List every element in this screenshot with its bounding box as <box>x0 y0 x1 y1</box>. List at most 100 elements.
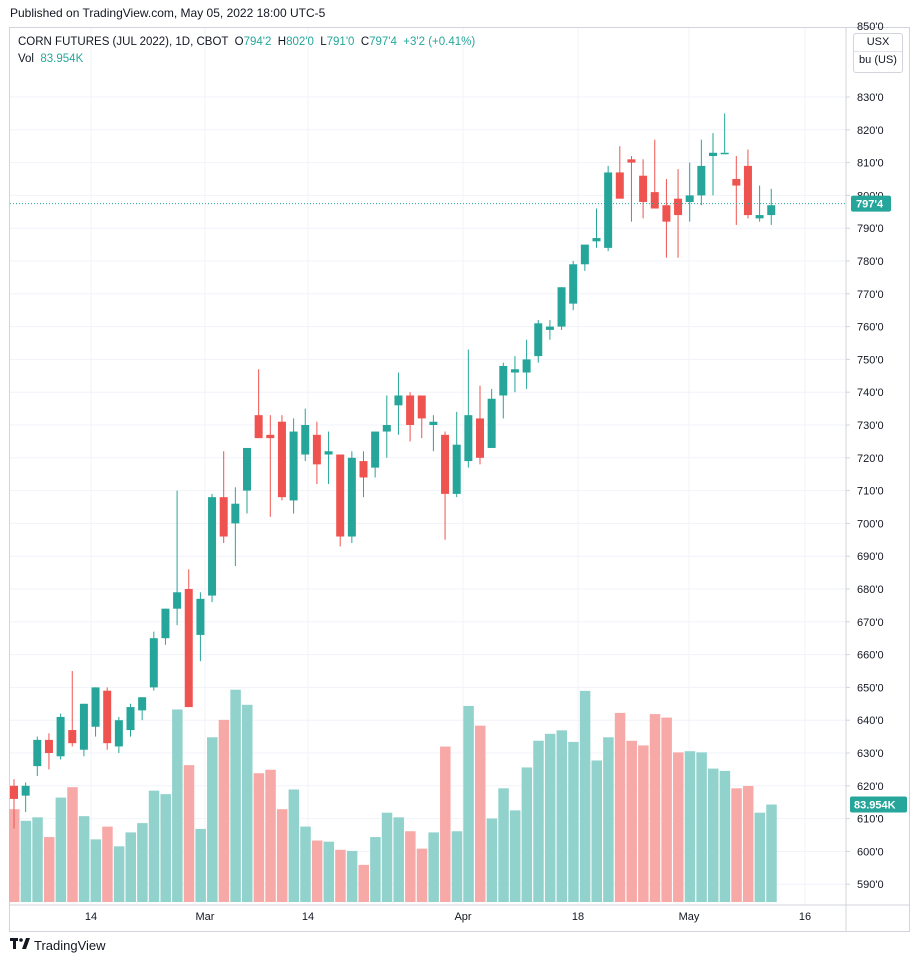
candle <box>371 431 380 478</box>
volume-bar <box>544 733 556 902</box>
candle <box>569 261 578 311</box>
volume-tag <box>850 796 907 813</box>
candle <box>720 113 729 155</box>
volume-bar <box>172 709 183 902</box>
candle <box>324 431 333 485</box>
time-tick-label: Mar <box>196 911 215 923</box>
unit-label[interactable]: bu (US) <box>859 54 897 66</box>
volume-bar <box>649 714 661 902</box>
candle-body <box>301 425 310 455</box>
price-tick-label: 740'0 <box>857 387 884 399</box>
price-tick-label: 660'0 <box>857 650 884 662</box>
candle <box>266 415 275 517</box>
tradingview-logo-icon[interactable] <box>10 938 30 953</box>
volume-bar <box>556 730 568 902</box>
candle-body <box>173 592 182 609</box>
volume-bar <box>579 690 591 902</box>
candle-body <box>569 264 578 304</box>
candle-body <box>114 720 123 747</box>
price-tick-label: 770'0 <box>857 289 884 301</box>
volume-bar <box>311 840 323 902</box>
volume-bar <box>405 831 416 902</box>
currency-label[interactable]: USX <box>854 34 902 52</box>
candle <box>208 493 217 603</box>
volume-bar <box>684 751 696 902</box>
volume-bar <box>32 817 43 902</box>
candle <box>161 608 170 645</box>
close-value: 797'4 <box>369 36 397 48</box>
price-tick-label: 620'0 <box>857 781 884 793</box>
candle-body <box>336 454 345 537</box>
candle <box>91 687 100 737</box>
high-label: H <box>277 36 287 48</box>
volume-bar <box>230 689 241 902</box>
volume-bar <box>67 787 78 902</box>
volume-bar <box>137 823 148 902</box>
last-price-tag <box>851 195 891 212</box>
currency-unit-selector[interactable]: USX bu (US) <box>853 33 903 73</box>
candle <box>289 418 298 514</box>
candle <box>184 569 193 708</box>
candle <box>149 631 158 691</box>
candle <box>44 733 53 770</box>
candle <box>639 159 648 219</box>
candle <box>103 687 112 750</box>
volume-bar <box>708 768 719 902</box>
candle-body <box>219 497 228 537</box>
volume-bar <box>568 741 579 902</box>
candle <box>243 447 251 514</box>
volume-bar <box>381 812 393 902</box>
volume-bar <box>253 773 265 902</box>
volume-bar <box>440 746 451 902</box>
volume-bar <box>20 820 32 902</box>
candle-body <box>231 503 240 524</box>
price-tick-label: 720'0 <box>857 453 884 465</box>
candle-body <box>347 457 356 537</box>
candle <box>452 411 461 498</box>
volume-bar <box>614 712 626 902</box>
volume-bar <box>323 841 335 902</box>
volume-bar <box>195 828 206 902</box>
candles <box>10 113 776 829</box>
volume-bar <box>731 788 742 902</box>
candle-body <box>208 497 217 596</box>
candle-body <box>149 638 158 688</box>
candle <box>33 736 42 776</box>
candle <box>499 362 508 419</box>
candle-body <box>487 398 496 448</box>
candle-body <box>592 238 601 242</box>
price-tick-label: 590'0 <box>857 879 884 891</box>
candle-body <box>604 172 613 248</box>
candle <box>359 451 368 498</box>
candle-body <box>277 421 286 498</box>
time-axis: 14 Mar 14 Apr 18 May 16 <box>10 904 910 923</box>
tradingview-brand[interactable]: TradingView <box>34 938 106 953</box>
candle-body <box>324 451 333 455</box>
price-tick-label: 810'0 <box>857 158 884 170</box>
volume-label[interactable]: Vol <box>18 53 34 65</box>
volume-bar <box>276 809 288 902</box>
candle-body <box>627 159 636 163</box>
candle <box>545 320 554 340</box>
price-tick-label: 730'0 <box>857 420 884 432</box>
price-tick-label: 670'0 <box>857 617 884 629</box>
last-price-tag-label: 797'4 <box>856 199 884 211</box>
volume-bar <box>498 788 509 902</box>
candle-body <box>709 152 717 157</box>
candle-body <box>21 785 30 796</box>
volume-bar <box>102 826 113 902</box>
symbol-info[interactable]: CORN FUTURES (JUL 2022), 1D, CBOT <box>18 36 229 48</box>
volume-bar <box>113 846 125 902</box>
candle <box>534 320 543 363</box>
candle-body <box>371 431 380 468</box>
candle-body <box>580 244 589 265</box>
volume-bar <box>393 817 404 902</box>
chart-frame[interactable] <box>9 27 910 932</box>
candle-body <box>464 415 473 462</box>
price-tick-label: 680'0 <box>857 584 884 596</box>
volume-bar <box>346 850 358 902</box>
volume-bar <box>486 818 498 902</box>
candle-body <box>650 192 659 209</box>
candle <box>662 179 671 258</box>
